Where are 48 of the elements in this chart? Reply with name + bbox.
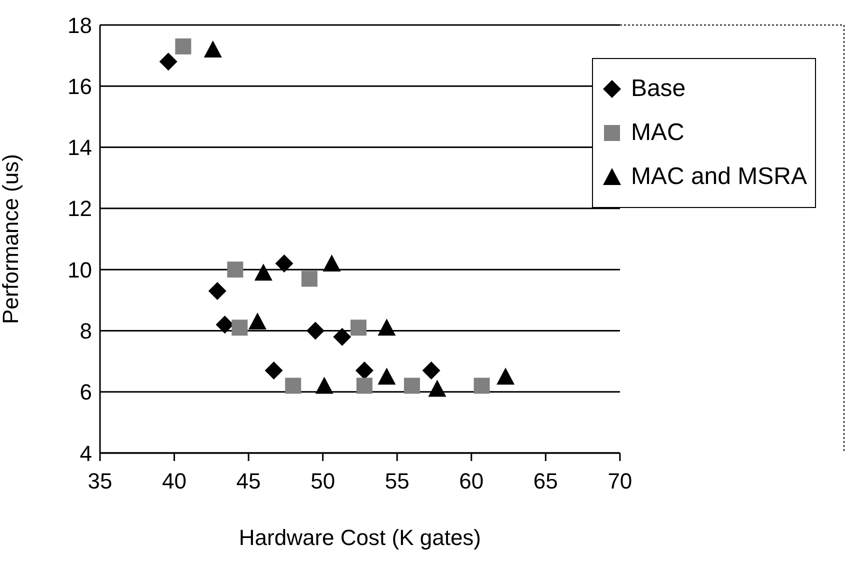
- point: [264, 361, 283, 380]
- point: [306, 322, 324, 340]
- point: [333, 328, 352, 346]
- x-tick-label: 40: [162, 468, 187, 494]
- point: [378, 368, 396, 385]
- x-tick-label: 50: [310, 468, 336, 494]
- y-tick-label: 8: [80, 318, 92, 344]
- y-tick-label: 4: [80, 440, 92, 466]
- y-tick-label: 18: [68, 12, 92, 38]
- point: [422, 361, 440, 380]
- y-axis-title: Performance (us): [0, 154, 23, 324]
- point: [254, 264, 272, 281]
- point: [428, 380, 446, 397]
- legend-label: MAC and MSRA: [630, 162, 807, 192]
- point: [175, 38, 192, 54]
- legend-label: MAC: [630, 118, 684, 148]
- point: [355, 361, 374, 380]
- point: [159, 52, 178, 71]
- point: [356, 378, 372, 394]
- point: [248, 312, 266, 330]
- point: [301, 270, 318, 287]
- point: [322, 254, 341, 272]
- y-tick-label: 10: [68, 257, 92, 282]
- x-tick-label: 45: [236, 468, 261, 494]
- y-tick-label: 6: [80, 380, 92, 405]
- x-tick-label: 60: [459, 468, 484, 494]
- point: [227, 262, 244, 278]
- y-tick-label: 16: [68, 74, 92, 99]
- point: [474, 378, 490, 394]
- point: [315, 376, 334, 394]
- y-tick-label: 12: [68, 196, 92, 222]
- legend-label: Base: [630, 74, 686, 104]
- x-tick-label: 70: [608, 468, 632, 494]
- point: [208, 282, 226, 300]
- x-tick-label: 35: [88, 468, 112, 494]
- point: [404, 378, 420, 394]
- x-tick-label: 65: [533, 468, 558, 494]
- point: [216, 316, 234, 334]
- x-tick-label: 55: [384, 468, 410, 494]
- point: [232, 320, 248, 336]
- point: [275, 254, 294, 272]
- point: [204, 40, 222, 58]
- point: [378, 318, 396, 336]
- point: [285, 378, 302, 394]
- y-tick-label: 14: [68, 135, 92, 160]
- point: [350, 320, 366, 336]
- point: [496, 368, 515, 385]
- x-axis-title: Hardware Cost (K gates): [238, 525, 482, 550]
